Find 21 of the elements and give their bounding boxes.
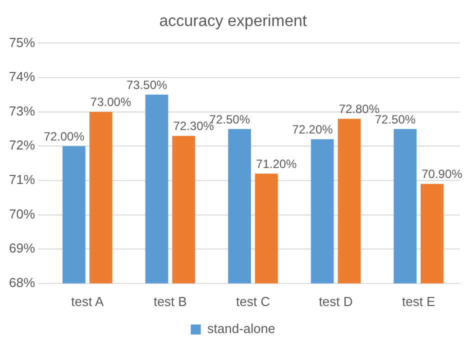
- x-tick-label: test C: [236, 294, 270, 309]
- data-label: 72.00%: [44, 129, 85, 144]
- y-tick-label: 69%: [8, 240, 36, 256]
- y-tick-label: 75%: [8, 34, 36, 50]
- y-tick-label: 70%: [8, 206, 36, 222]
- y-tick-label: 71%: [8, 172, 36, 188]
- y-tick-label: 68%: [8, 274, 36, 290]
- y-tick-label: 72%: [8, 138, 36, 153]
- chart-title: accuracy experiment: [159, 13, 308, 30]
- x-tick-label: test B: [154, 294, 187, 309]
- x-tick-label: test A: [71, 294, 104, 309]
- legend-label: stand-alone: [207, 321, 276, 336]
- y-tick-label: 73%: [8, 103, 36, 118]
- data-label: 73.00%: [90, 95, 132, 110]
- data-label: 73.50%: [126, 78, 168, 92]
- data-label: 71.20%: [256, 156, 298, 171]
- data-label: 72.20%: [292, 122, 334, 137]
- x-tick-label: test D: [318, 294, 353, 309]
- data-label: 70.90%: [422, 167, 463, 182]
- x-tick-label: test E: [402, 294, 436, 309]
- y-tick-label: 74%: [8, 69, 36, 84]
